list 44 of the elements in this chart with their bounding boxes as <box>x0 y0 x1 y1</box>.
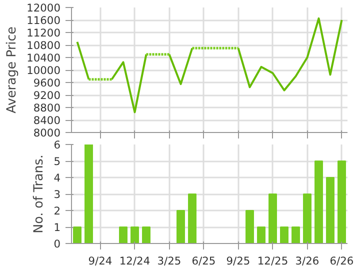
bar <box>268 194 277 244</box>
y-tick-label: 6 <box>54 138 61 152</box>
bar <box>292 226 300 244</box>
y-tick-label: 10000 <box>26 64 61 77</box>
x-tick-label: 6/25 <box>192 254 216 268</box>
bar <box>130 226 139 244</box>
x-tick-label: 9/25 <box>226 254 250 268</box>
x-tick-label: 3/26 <box>295 254 320 268</box>
bar <box>338 160 346 244</box>
y-axis-title: Average Price <box>4 26 19 114</box>
bar <box>73 226 82 244</box>
bar <box>314 160 323 244</box>
x-tick-label: 9/24 <box>88 254 112 268</box>
x-tick-label: 12/24 <box>119 254 150 268</box>
y-tick-label: 10400 <box>26 52 61 64</box>
y-axis-title: No. of Trans. <box>30 154 46 234</box>
y-tick-label: 5 <box>54 155 60 168</box>
y-tick-label: 11200 <box>26 26 61 40</box>
bar <box>188 194 196 244</box>
y-tick-label: 8400 <box>33 114 61 127</box>
y-tick-label: 11600 <box>26 14 61 27</box>
x-tick-label: 6/26 <box>330 254 354 268</box>
bar <box>246 210 254 244</box>
y-tick-label: 9200 <box>33 89 61 102</box>
bar <box>257 226 266 244</box>
y-tick-label: 9600 <box>33 76 61 90</box>
bar <box>119 226 128 244</box>
y-tick-label: 0 <box>54 238 61 250</box>
y-tick-label: 4 <box>54 172 61 184</box>
bar <box>142 226 150 244</box>
bar <box>303 194 312 244</box>
bar <box>326 177 334 244</box>
y-tick-label: 8000 <box>33 126 61 140</box>
bar <box>280 226 288 244</box>
x-tick-label: 12/25 <box>257 254 288 268</box>
y-tick-label: 2 <box>54 204 60 218</box>
y-tick-label: 12000 <box>26 2 61 14</box>
bar <box>176 210 185 244</box>
y-tick-label: 3 <box>54 188 60 201</box>
y-tick-label: 8800 <box>33 102 61 114</box>
x-tick-label: 3/25 <box>157 254 182 268</box>
y-tick-label: 1 <box>54 221 60 234</box>
y-tick-label: 10800 <box>26 39 61 52</box>
bar <box>84 144 93 244</box>
